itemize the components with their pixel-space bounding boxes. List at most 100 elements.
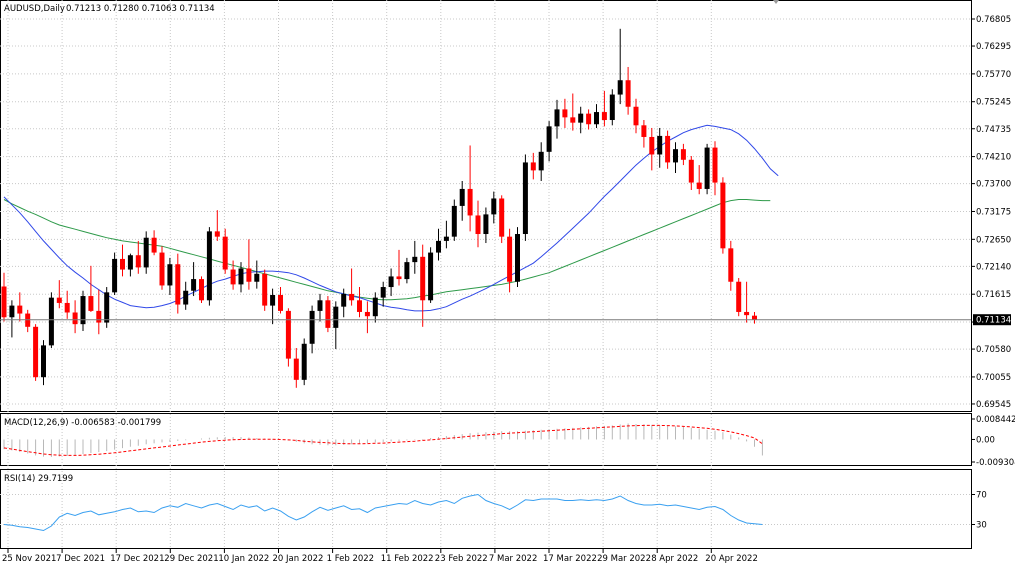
candle-body	[688, 159, 694, 183]
candle-body	[720, 182, 726, 249]
candle-body	[665, 135, 671, 163]
candle	[214, 210, 220, 241]
candle	[562, 98, 568, 128]
candle	[135, 240, 141, 274]
candle	[325, 296, 331, 333]
candle-body	[88, 296, 94, 311]
candle-body	[483, 214, 489, 235]
symbol-label: AUDUSD,Daily	[4, 4, 65, 14]
candle	[522, 154, 528, 241]
candle-body	[515, 234, 520, 282]
rsi-line	[3, 493, 763, 532]
candle-body	[633, 106, 639, 126]
rsi-title: RSI(14) 29.7199	[4, 474, 73, 484]
time-tick-label: 7 Dec 2021	[56, 554, 105, 564]
price-tick-label: 0.70580	[976, 345, 1011, 355]
candle-body	[285, 310, 291, 359]
price-panel-frame	[0, 0, 972, 412]
candle-body	[17, 305, 23, 314]
candle	[230, 260, 236, 290]
macd-axis: 0.008442 0.00 -0.009304	[971, 415, 1015, 468]
candle-body	[586, 113, 592, 125]
candle	[744, 281, 750, 323]
candle	[206, 227, 212, 306]
candle-body	[459, 188, 465, 206]
candle	[262, 269, 268, 311]
candle	[507, 228, 513, 293]
candle-body	[396, 276, 402, 280]
candle-body	[349, 293, 355, 301]
candle	[617, 28, 623, 105]
price-tick-label: 0.70055	[976, 373, 1011, 383]
candle	[436, 228, 441, 261]
candle-body	[372, 297, 378, 317]
candle	[704, 143, 710, 195]
candle-body	[246, 268, 252, 282]
candle	[72, 300, 78, 334]
candle-body	[673, 149, 678, 163]
candle-body	[33, 326, 39, 378]
price-axis: 0.76805 0.76295 0.75770 0.75245 0.74735 0.742…	[971, 15, 1011, 410]
rsi-tick-label: 30	[976, 521, 987, 531]
price-tick-label: 0.73175	[976, 207, 1011, 217]
grid	[0, 0, 971, 549]
candle	[491, 191, 497, 224]
candle	[601, 90, 607, 127]
candle	[680, 143, 686, 166]
candle	[80, 290, 86, 332]
candle-body	[96, 310, 102, 323]
candle	[309, 305, 315, 354]
candle	[688, 156, 694, 191]
candle	[151, 230, 157, 256]
time-tick-label: 10 Jan 2022	[218, 554, 269, 564]
time-tick-label: 17 Mar 2022	[543, 554, 597, 564]
candle-body	[617, 80, 623, 95]
candle-body	[451, 205, 457, 237]
rsi-tick-label: 70	[976, 491, 987, 501]
candle-body	[214, 231, 220, 237]
candle-body	[704, 147, 710, 189]
candle	[673, 142, 678, 174]
time-tick-label: 20 Apr 2022	[705, 554, 758, 564]
candle	[372, 292, 378, 323]
candle	[127, 253, 133, 277]
candle	[665, 130, 671, 169]
price-tick-label: 0.74735	[976, 125, 1011, 135]
candle	[696, 165, 702, 195]
price-tick-label: 0.75770	[976, 70, 1011, 80]
current-price-tag	[973, 314, 1011, 326]
rsi-panel-frame	[0, 469, 972, 549]
candle	[9, 300, 15, 338]
candle-body	[530, 162, 536, 171]
candle-body	[56, 297, 62, 303]
candle	[625, 66, 631, 115]
candle-body	[325, 300, 331, 328]
candle-body	[380, 287, 386, 298]
slow-ma-path	[3, 199, 771, 301]
candle-body	[309, 310, 315, 344]
candle-body	[601, 112, 607, 121]
candle-body	[562, 109, 568, 118]
candle	[41, 340, 46, 386]
candle	[657, 127, 663, 168]
candle	[167, 257, 173, 295]
price-tick-label: 0.72140	[976, 262, 1011, 272]
candle	[546, 121, 552, 162]
candle	[293, 348, 299, 388]
chart-shift-marker[interactable]	[773, 0, 779, 4]
macd-signal-line	[3, 424, 763, 456]
candle	[530, 152, 536, 180]
candle-body	[104, 292, 110, 323]
candle-body	[609, 94, 615, 121]
candle-body	[159, 252, 165, 286]
candle	[278, 287, 283, 314]
rsi-path	[3, 493, 763, 532]
candle	[17, 292, 23, 322]
price-tick-label: 0.74210	[976, 153, 1011, 163]
candle	[728, 240, 734, 291]
time-axis: 25 Nov 2021 7 Dec 2021 17 Dec 2021 29 Dec 2…	[2, 549, 758, 564]
candle	[586, 109, 592, 130]
candle	[420, 244, 426, 327]
time-tick-label: 29 Dec 2021	[164, 554, 218, 564]
